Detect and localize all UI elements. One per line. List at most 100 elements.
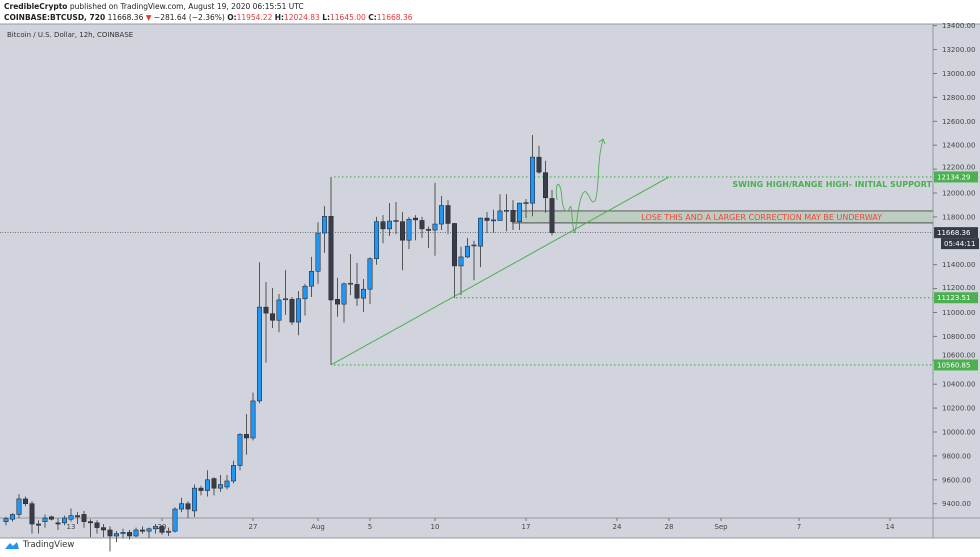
candle-body [380, 221, 386, 230]
candle [529, 135, 535, 217]
candle [133, 527, 139, 538]
y-tick-label: 10600.00 [942, 351, 975, 359]
candle [231, 460, 237, 484]
candle [549, 190, 555, 236]
close-label: C: [368, 13, 377, 22]
candle [140, 526, 146, 534]
chart-background [0, 24, 980, 538]
candle [308, 256, 314, 297]
candle [22, 496, 28, 507]
last-price: 11668.36 [107, 13, 144, 22]
candle-body [269, 313, 275, 321]
candle [166, 527, 172, 536]
low-value: 11645.00 [330, 13, 366, 22]
x-tick-label: 24 [613, 523, 622, 531]
candle [484, 212, 490, 234]
candle-body [334, 299, 340, 305]
candle-body [133, 529, 139, 537]
candle-body [35, 523, 41, 526]
candle-body [94, 522, 100, 528]
author[interactable]: CredibleCrypto [4, 2, 68, 11]
candle [263, 282, 269, 363]
candle-body [529, 156, 535, 204]
y-tick-label: 9400.00 [942, 500, 971, 508]
green-price-label: 11123.51 [937, 294, 970, 302]
candle-body [523, 202, 529, 204]
candle-body [282, 298, 288, 301]
candle-body [490, 219, 496, 222]
candle-body [432, 223, 438, 231]
candle-body [276, 299, 282, 321]
candle-body [464, 245, 470, 258]
candle-body [101, 527, 107, 531]
candle [185, 501, 191, 519]
candle [497, 194, 503, 221]
candle-body [198, 487, 204, 491]
candle-body [75, 515, 81, 518]
candle-body [419, 220, 425, 230]
last-price-label: 11668.36 [937, 229, 971, 237]
price-label-bg [934, 227, 978, 239]
x-tick-label: Sep [714, 523, 728, 531]
candle-body [516, 202, 522, 222]
candle-body [81, 514, 87, 522]
candle [393, 201, 399, 235]
candle [127, 529, 133, 540]
candle [68, 508, 74, 522]
footer-brand[interactable]: TradingView [23, 540, 75, 550]
candle [211, 477, 217, 496]
candle [244, 414, 250, 455]
candle [29, 501, 35, 534]
y-tick-label: 13200.00 [942, 46, 975, 54]
candle-body [328, 216, 334, 301]
x-tick-label: 27 [249, 523, 258, 531]
candle-body [172, 508, 178, 532]
candle-body [16, 498, 22, 515]
candle-body [484, 217, 490, 221]
candle-body [386, 220, 392, 230]
candle [412, 215, 418, 241]
candle [380, 215, 386, 244]
candle-body [471, 244, 477, 247]
price-label-bg [934, 359, 978, 371]
y-tick-label: 10200.00 [942, 405, 975, 413]
candle-body [263, 306, 269, 314]
candle-body [458, 256, 464, 267]
lose-this-annotation: LOSE THIS AND A LARGER CORRECTION MAY BE… [641, 213, 882, 222]
candle-body [542, 172, 548, 199]
candle [120, 528, 126, 539]
candle-body [244, 434, 250, 439]
candle-body [68, 515, 74, 520]
candle [419, 216, 425, 238]
candle-body [55, 522, 61, 525]
candle-body [61, 517, 67, 524]
candle [341, 282, 347, 323]
candle-body [10, 514, 16, 520]
candle [159, 525, 165, 535]
y-tick-label: 12200.00 [942, 163, 975, 171]
tradingview-logo-icon [5, 542, 19, 549]
candle [75, 512, 81, 525]
candle-body [347, 282, 353, 285]
open-label: O: [227, 13, 237, 22]
x-tick-label: 5 [368, 523, 372, 531]
candle [360, 279, 366, 312]
candle [367, 257, 373, 305]
x-tick-label: Aug [311, 523, 325, 531]
candle-body [185, 503, 191, 510]
candle-body [406, 218, 412, 241]
candle [218, 475, 224, 492]
candle-body [425, 229, 431, 231]
candle-body [114, 533, 120, 537]
y-tick-label: 12800.00 [942, 94, 975, 102]
price-label-bg [934, 292, 978, 304]
candle [516, 202, 522, 231]
open-value: 11954.22 [236, 13, 273, 22]
x-tick-label: 13 [67, 523, 76, 531]
y-tick-label: 10800.00 [942, 333, 975, 341]
footer: TradingView [4, 540, 74, 550]
candle-body [503, 210, 509, 212]
candle [471, 240, 477, 281]
change: −281.64 (−2.36%) [153, 13, 225, 22]
